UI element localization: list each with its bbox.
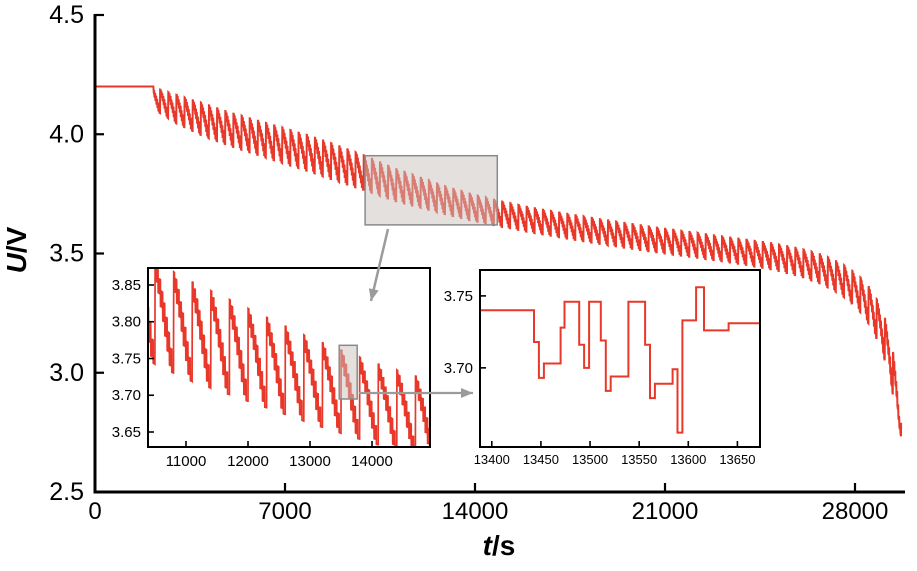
svg-text:12000: 12000 [227, 453, 269, 470]
svg-text:3.5: 3.5 [49, 240, 84, 268]
svg-text:3.0: 3.0 [49, 359, 84, 387]
svg-text:13000: 13000 [289, 453, 331, 470]
svg-text:14000: 14000 [442, 498, 509, 525]
main-plot: 4.5 4.0 3.5 3.0 2.50 7000 14000 21000 28000 [49, 1, 905, 525]
svg-text:3.75: 3.75 [444, 288, 473, 305]
x-axis-label: t/s [483, 530, 516, 562]
inset-right-plot: 3.75 3.70 13400 13450 13500 13550 13600 13650 [444, 269, 761, 467]
svg-text:21000: 21000 [632, 498, 699, 525]
svg-text:3.85: 3.85 [112, 277, 141, 294]
svg-text:2.5: 2.5 [49, 478, 84, 506]
svg-text:13450: 13450 [523, 452, 559, 467]
svg-text:3.80: 3.80 [112, 314, 141, 331]
svg-text:4.0: 4.0 [49, 120, 84, 148]
x-axis-unit: /s [491, 530, 516, 561]
svg-text:4.5: 4.5 [49, 1, 84, 29]
svg-text:13550: 13550 [621, 452, 657, 467]
svg-text:3.70: 3.70 [112, 387, 141, 404]
y-axis-label: U/V [1, 227, 33, 274]
svg-text:0: 0 [88, 498, 101, 525]
svg-text:7000: 7000 [258, 498, 311, 525]
y-axis-unit: /V [1, 226, 32, 254]
x-axis-variable: t [482, 530, 492, 561]
svg-text:13400: 13400 [474, 452, 510, 467]
svg-text:3.70: 3.70 [444, 360, 473, 377]
svg-text:3.75: 3.75 [112, 350, 141, 367]
svg-text:11000: 11000 [166, 453, 207, 470]
svg-text:3.65: 3.65 [112, 424, 141, 441]
svg-text:28000: 28000 [822, 498, 889, 525]
svg-text:13600: 13600 [670, 452, 706, 467]
zoom-arrows [359, 228, 473, 398]
svg-text:13650: 13650 [719, 452, 755, 467]
inset-left-plot: 3.85 3.80 3.75 3.70 3.65 11000 12000 13000 14000 [112, 267, 431, 470]
svg-text:14000: 14000 [351, 453, 393, 470]
y-axis-variable: U [1, 253, 32, 274]
svg-text:13500: 13500 [572, 452, 608, 467]
